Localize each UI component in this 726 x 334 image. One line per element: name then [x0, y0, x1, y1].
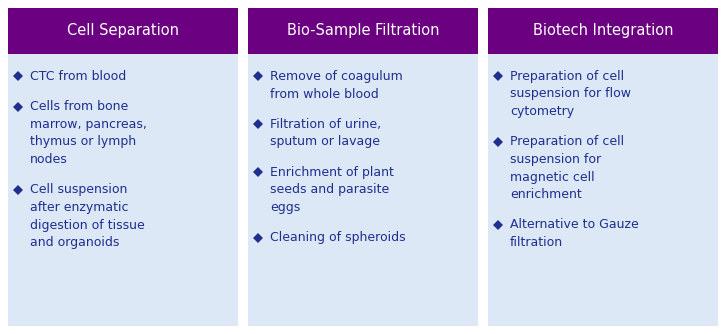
Text: marrow, pancreas,: marrow, pancreas, — [30, 118, 147, 131]
Text: and organoids: and organoids — [30, 236, 119, 249]
Bar — [248, 8, 478, 54]
Text: Cell suspension: Cell suspension — [30, 183, 127, 196]
Text: nodes: nodes — [30, 153, 68, 166]
Text: Cells from bone: Cells from bone — [30, 101, 129, 114]
Text: Preparation of cell: Preparation of cell — [510, 136, 624, 149]
Bar — [8, 8, 238, 326]
Text: eggs: eggs — [270, 201, 301, 214]
Text: from whole blood: from whole blood — [270, 88, 379, 101]
Text: digestion of tissue: digestion of tissue — [30, 218, 144, 231]
Text: sputum or lavage: sputum or lavage — [270, 136, 380, 149]
Text: magnetic cell: magnetic cell — [510, 170, 595, 183]
Text: seeds and parasite: seeds and parasite — [270, 183, 389, 196]
Bar — [488, 8, 718, 54]
Text: Cleaning of spheroids: Cleaning of spheroids — [270, 231, 406, 244]
Text: cytometry: cytometry — [510, 105, 574, 118]
Bar — [8, 8, 238, 54]
Text: Preparation of cell: Preparation of cell — [510, 70, 624, 83]
Text: after enzymatic: after enzymatic — [30, 201, 129, 214]
Text: Bio-Sample Filtration: Bio-Sample Filtration — [287, 23, 439, 38]
Text: Alternative to Gauze: Alternative to Gauze — [510, 218, 639, 231]
Text: Biotech Integration: Biotech Integration — [533, 23, 673, 38]
Text: enrichment: enrichment — [510, 188, 582, 201]
Text: Filtration of urine,: Filtration of urine, — [270, 118, 381, 131]
Text: suspension for: suspension for — [510, 153, 601, 166]
Text: filtration: filtration — [510, 236, 563, 249]
Text: Enrichment of plant: Enrichment of plant — [270, 166, 394, 179]
Text: Cell Separation: Cell Separation — [67, 23, 179, 38]
Text: thymus or lymph: thymus or lymph — [30, 136, 136, 149]
Bar — [488, 8, 718, 326]
Text: CTC from blood: CTC from blood — [30, 70, 126, 83]
Text: suspension for flow: suspension for flow — [510, 88, 631, 101]
Bar — [248, 8, 478, 326]
Text: Remove of coagulum: Remove of coagulum — [270, 70, 403, 83]
